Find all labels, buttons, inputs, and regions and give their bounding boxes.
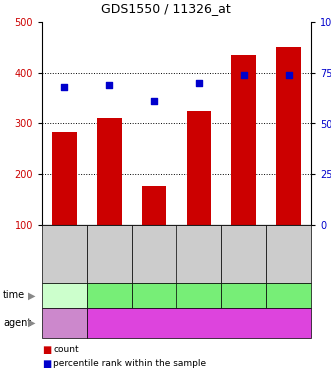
Text: agent: agent <box>3 318 31 328</box>
Text: 0 h: 0 h <box>57 291 72 300</box>
Point <box>286 72 291 78</box>
Text: time: time <box>3 291 25 300</box>
Text: ▶: ▶ <box>28 291 36 300</box>
Text: 4 h: 4 h <box>146 291 162 300</box>
Text: ■: ■ <box>42 345 51 355</box>
Text: GSM71926: GSM71926 <box>106 234 112 274</box>
Text: ▶: ▶ <box>28 318 36 328</box>
Text: percentile rank within the sample: percentile rank within the sample <box>53 360 206 369</box>
Text: GSM71928: GSM71928 <box>196 234 202 274</box>
Text: count: count <box>53 345 79 354</box>
Text: GDS1550 / 11326_at: GDS1550 / 11326_at <box>101 2 230 15</box>
Text: GSM71929: GSM71929 <box>241 234 247 274</box>
Point <box>62 84 67 90</box>
Text: untreate
d: untreate d <box>49 316 79 330</box>
Text: GSM71930: GSM71930 <box>286 234 292 274</box>
Bar <box>187 111 211 225</box>
Text: 2 h: 2 h <box>101 291 117 300</box>
Point <box>107 82 112 88</box>
Text: 8 h: 8 h <box>281 291 296 300</box>
Text: 6 h: 6 h <box>236 291 252 300</box>
Bar <box>231 56 256 225</box>
Bar <box>142 186 166 225</box>
Bar <box>276 47 301 225</box>
Point <box>241 72 246 78</box>
Text: GSM71925: GSM71925 <box>62 234 68 274</box>
Text: 5 h: 5 h <box>191 291 207 300</box>
Text: doxycycline: doxycycline <box>166 318 232 328</box>
Text: GSM71927: GSM71927 <box>151 234 157 274</box>
Bar <box>97 118 121 225</box>
Text: ■: ■ <box>42 359 51 369</box>
Point <box>152 98 157 104</box>
Bar <box>52 132 77 225</box>
Point <box>196 80 202 86</box>
